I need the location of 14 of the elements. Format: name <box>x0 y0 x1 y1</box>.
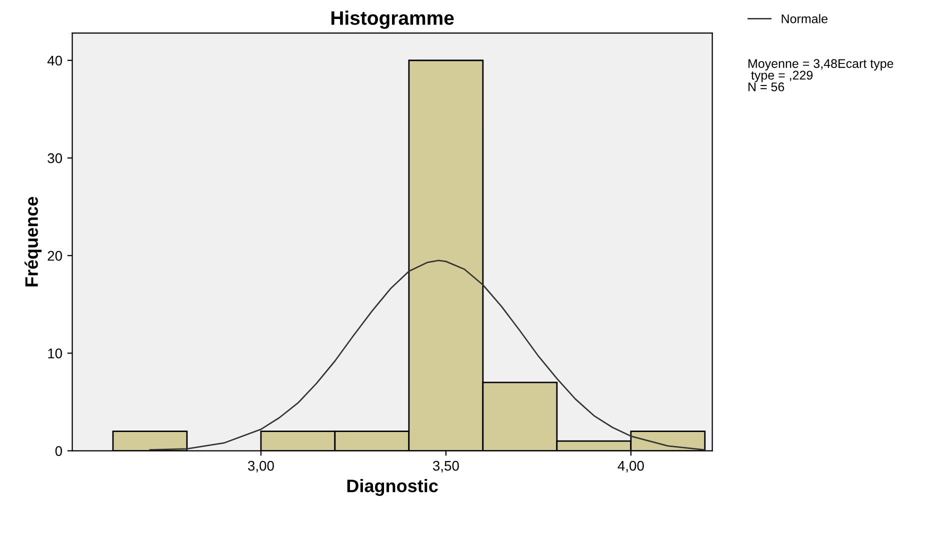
y-tick-label: 20 <box>48 250 62 261</box>
x-tick-label: 3,50 <box>432 460 459 472</box>
x-tick-label: 3,00 <box>248 460 274 472</box>
x-tick-label: 4,00 <box>618 460 644 472</box>
y-tick-label: 0 <box>55 446 62 456</box>
y-axis-title: Fréquence <box>24 196 42 286</box>
line-series <box>149 260 706 451</box>
legend-label: Normale <box>782 14 828 24</box>
y-tick-label: 30 <box>48 153 62 164</box>
y-tick-label: 10 <box>48 348 62 358</box>
x-axis-title: Diagnostic <box>347 479 438 496</box>
text: Moyenne = 3,48Ecart type type = ,229 N = 56 <box>748 59 894 92</box>
chart-title: Histogramme <box>331 10 454 29</box>
y-tick-label: 40 <box>47 56 62 66</box>
